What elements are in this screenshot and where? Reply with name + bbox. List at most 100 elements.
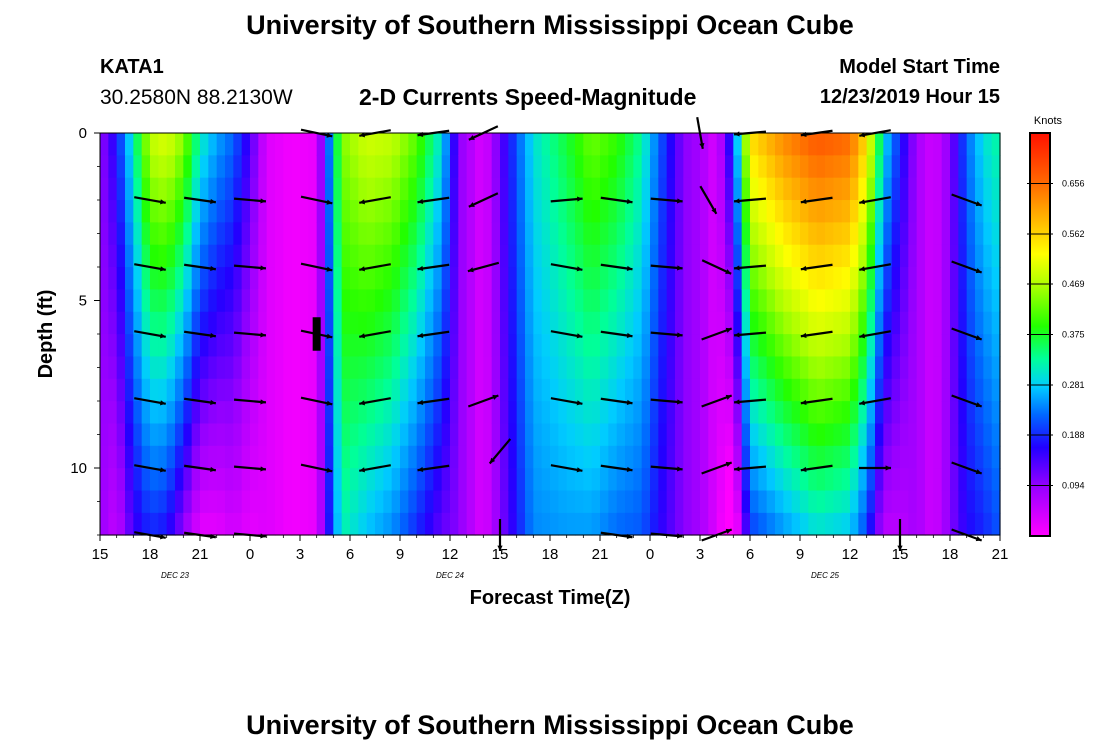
heatmap-cell xyxy=(875,200,884,223)
heatmap-cell xyxy=(850,289,859,313)
heatmap-cell xyxy=(658,445,668,469)
heatmap-cell xyxy=(850,177,859,201)
heatmap-cell xyxy=(291,512,301,536)
heatmap-cell xyxy=(650,200,659,223)
heatmap-cell xyxy=(241,244,251,268)
heatmap-cell xyxy=(591,401,601,425)
heatmap-cell xyxy=(400,267,409,291)
heatmap-cell xyxy=(425,133,434,156)
heatmap-cell xyxy=(216,200,226,223)
heatmap-cell xyxy=(408,512,418,536)
heatmap-cell xyxy=(991,267,1001,291)
heatmap-cell xyxy=(133,200,143,223)
heatmap-cell xyxy=(541,378,551,402)
heatmap-cell xyxy=(283,512,293,536)
heatmap-cell xyxy=(583,401,593,425)
heatmap-cell xyxy=(733,200,743,223)
heatmap-cell xyxy=(608,200,618,223)
heatmap-cell xyxy=(866,133,876,156)
heatmap-cell xyxy=(150,334,159,358)
heatmap-cell xyxy=(308,423,318,447)
heatmap-cell xyxy=(600,356,609,380)
heatmap-cell xyxy=(583,378,593,402)
heatmap-cell xyxy=(941,200,951,223)
heatmap-cell xyxy=(783,133,793,156)
heatmap-cell xyxy=(208,490,218,514)
heatmap-cell xyxy=(658,311,668,335)
heatmap-cell xyxy=(625,289,634,313)
heatmap-cell xyxy=(666,155,676,179)
heatmap-cell xyxy=(541,244,551,268)
current-vector xyxy=(800,263,833,272)
heatmap-cell xyxy=(533,468,543,492)
heatmap-cell xyxy=(675,222,684,246)
heatmap-cell xyxy=(275,468,284,492)
heatmap-cell xyxy=(633,334,643,358)
current-vector xyxy=(733,264,767,271)
heatmap-cell xyxy=(716,334,726,358)
heatmap-cell xyxy=(883,311,893,335)
heatmap-cell xyxy=(483,356,493,380)
heatmap-cell xyxy=(200,289,209,313)
x-tick-label: 0 xyxy=(246,546,254,563)
heatmap-cell xyxy=(225,244,234,268)
heatmap-cell xyxy=(975,445,984,469)
heatmap-cell xyxy=(158,445,168,469)
heatmap-cell xyxy=(200,356,209,380)
heatmap-cell xyxy=(775,177,784,201)
heatmap-cell xyxy=(483,155,493,179)
heatmap-cell xyxy=(366,356,376,380)
heatmap-cell xyxy=(425,401,434,425)
heatmap-cell xyxy=(458,244,468,268)
heatmap-cell xyxy=(358,356,368,380)
heatmap-cell xyxy=(233,445,243,469)
heatmap-cell xyxy=(275,222,284,246)
heatmap-cell xyxy=(908,311,918,335)
x-tick-label: 3 xyxy=(296,546,304,563)
heatmap-cell xyxy=(333,445,343,469)
heatmap-cell xyxy=(183,401,193,425)
heatmap-cell xyxy=(325,490,334,514)
x-tick-label: 3 xyxy=(696,546,704,563)
heatmap-cell xyxy=(475,267,484,291)
current-vector xyxy=(134,397,166,406)
heatmap-cell xyxy=(958,244,968,268)
heatmap-cell xyxy=(166,445,176,469)
heatmap-cell xyxy=(516,155,526,179)
heatmap-cell xyxy=(916,401,926,425)
heatmap-cell xyxy=(658,177,668,201)
heatmap-cell xyxy=(633,267,643,291)
heatmap-cell xyxy=(525,512,534,536)
heatmap-cell xyxy=(991,401,1001,425)
heatmap-cell xyxy=(941,133,951,156)
heatmap-cell xyxy=(316,378,326,402)
heatmap-cell xyxy=(175,244,184,268)
heatmap-cell xyxy=(133,311,143,335)
heatmap-cell xyxy=(583,490,593,514)
heatmap-cell xyxy=(641,244,651,268)
heatmap-cell xyxy=(175,512,184,536)
heatmap-cell xyxy=(466,133,476,156)
heatmap-cell xyxy=(475,468,484,492)
heatmap-cell xyxy=(908,401,918,425)
heatmap-cell xyxy=(141,267,151,291)
heatmap-cell xyxy=(800,222,809,246)
heatmap-cell xyxy=(950,512,959,536)
heatmap-cell xyxy=(525,267,534,291)
heatmap-cell xyxy=(133,334,143,358)
heatmap-cell xyxy=(550,512,559,536)
heatmap-cell xyxy=(200,490,209,514)
heatmap-cell xyxy=(908,222,918,246)
heatmap-cell xyxy=(725,244,734,268)
colorbar-label: 0.188 xyxy=(1062,430,1085,440)
heatmap-cell xyxy=(383,334,393,358)
heatmap-cell xyxy=(591,267,601,291)
heatmap-cell xyxy=(933,177,943,201)
heatmap-cell xyxy=(225,490,234,514)
heatmap-cell xyxy=(775,200,784,223)
heatmap-cell xyxy=(483,267,493,291)
heatmap-cell xyxy=(500,378,509,402)
heatmap-cell xyxy=(858,222,868,246)
heatmap-cell xyxy=(158,423,168,447)
heatmap-cell xyxy=(891,512,901,536)
